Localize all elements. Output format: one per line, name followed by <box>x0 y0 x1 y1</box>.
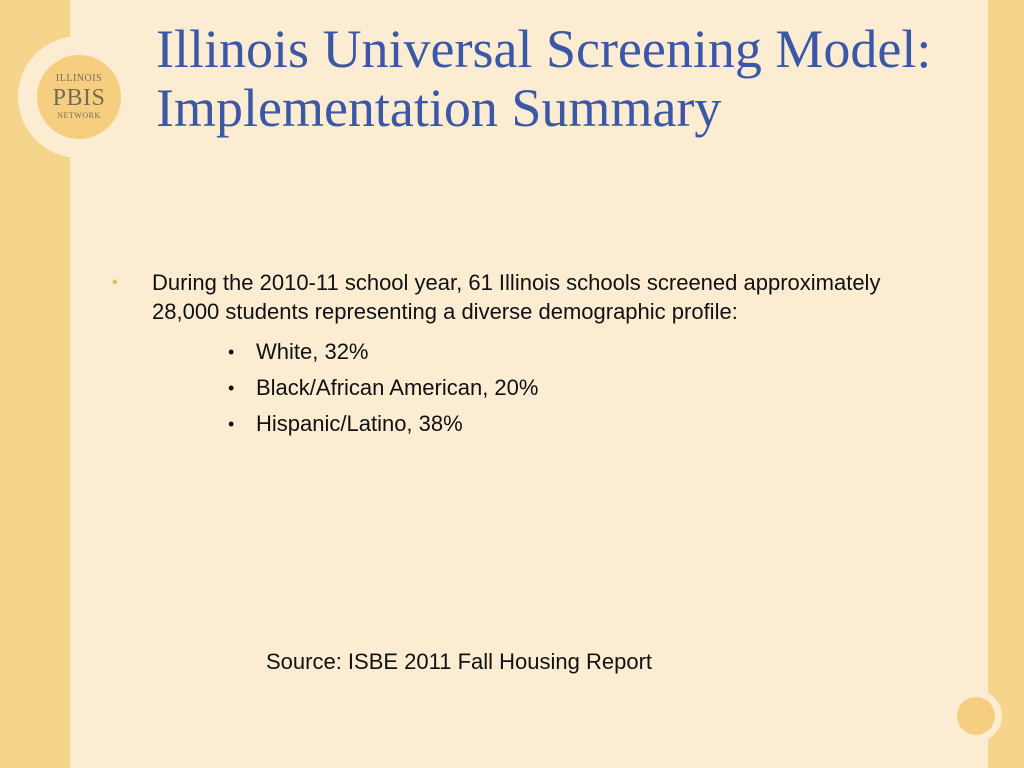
logo-badge: ILLINOIS PBIS NETWORK <box>37 55 121 139</box>
logo-middle-text: PBIS <box>52 85 106 111</box>
subbullet-icon: • <box>228 414 235 434</box>
corner-decoration <box>950 690 1002 742</box>
logo-bottom-text: NETWORK <box>57 111 101 120</box>
main-bullet: • During the 2010-11 school year, 61 Ill… <box>112 268 912 326</box>
demographic-item-white: • White, 32% <box>228 338 912 366</box>
subbullet-icon: • <box>228 342 235 362</box>
logo-top-text: ILLINOIS <box>55 73 103 84</box>
demographic-item-black-african-american: • Black/African American, 20% <box>228 374 912 402</box>
demographic-label: White, 32% <box>256 339 369 364</box>
main-bullet-text: During the 2010-11 school year, 61 Illin… <box>152 270 881 324</box>
subbullet-icon: • <box>228 378 235 398</box>
slide-panel <box>70 0 988 768</box>
main-bullet-icon: • <box>112 274 118 291</box>
slide-title: Illinois Universal Screening Model: Impl… <box>156 19 932 138</box>
demographic-label: Hispanic/Latino, 38% <box>256 411 463 436</box>
demographic-label: Black/African American, 20% <box>256 375 539 400</box>
demographic-item-hispanic-latino: • Hispanic/Latino, 38% <box>228 410 912 438</box>
corner-decoration-inner <box>957 697 995 735</box>
slide-content: • During the 2010-11 school year, 61 Ill… <box>112 268 912 446</box>
demographic-list: • White, 32% • Black/African American, 2… <box>228 338 912 438</box>
source-citation: Source: ISBE 2011 Fall Housing Report <box>266 649 653 674</box>
illinois-pbis-network-logo: ILLINOIS PBIS NETWORK <box>18 36 140 158</box>
